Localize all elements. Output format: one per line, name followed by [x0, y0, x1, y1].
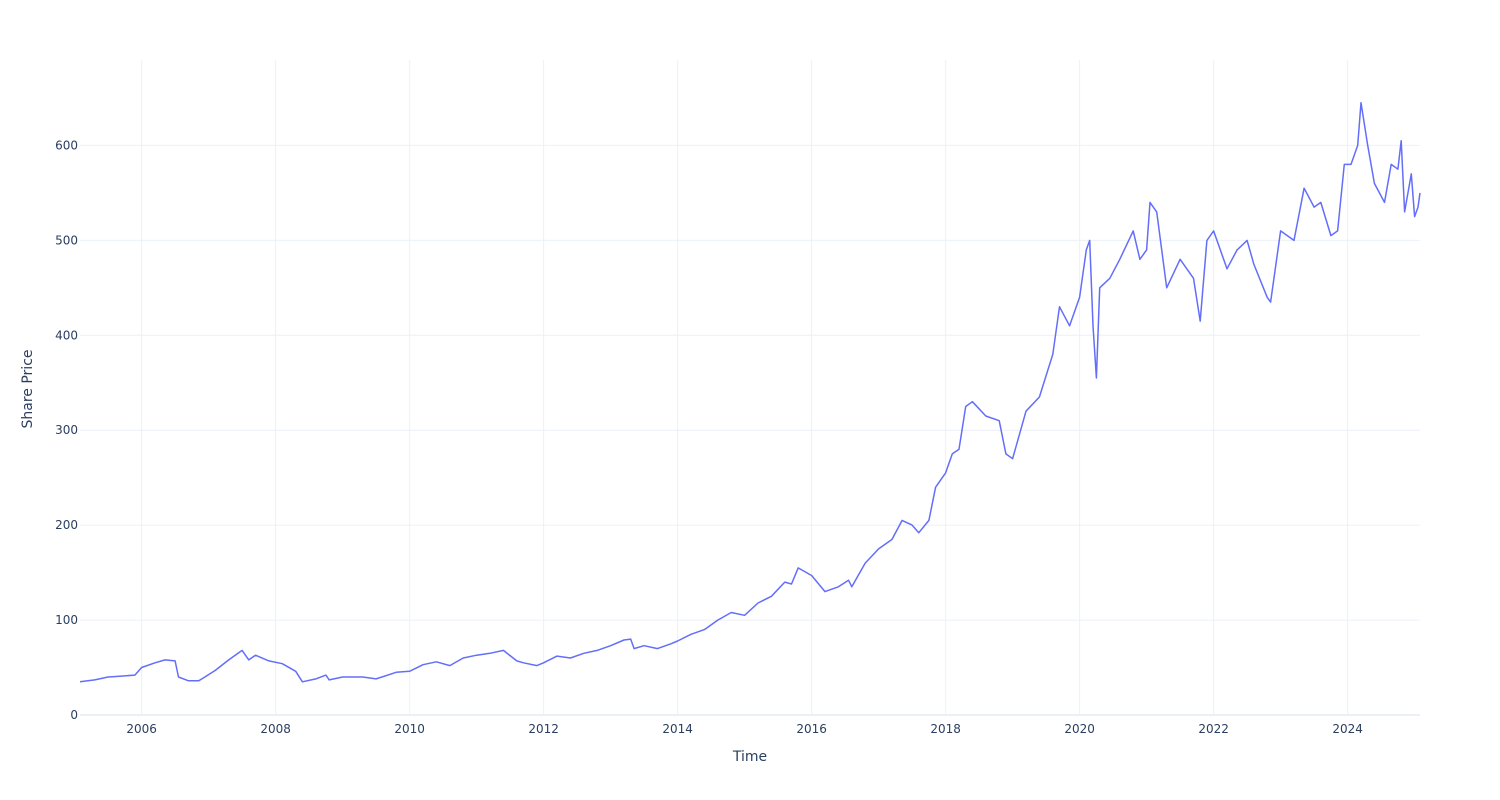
y-axis-title: Share Price — [20, 349, 36, 428]
x-tick-label: 2022 — [1198, 722, 1229, 736]
y-tick-label: 200 — [55, 518, 78, 532]
y-tick-label: 400 — [55, 328, 78, 342]
x-tick-label: 2008 — [260, 722, 291, 736]
y-gridlines — [80, 144, 1420, 716]
x-axis-title: Time — [732, 749, 767, 765]
x-tick-labels: 2006 2008 2010 2012 2014 2016 2018 2020 2022 2024 — [126, 722, 1363, 736]
y-tick-label: 0 — [70, 708, 78, 722]
series-layer — [79, 101, 1421, 683]
x-tick-label: 2006 — [126, 722, 157, 736]
series-line-0 — [79, 101, 1421, 683]
x-tick-label: 2014 — [662, 722, 693, 736]
x-tick-label: 2012 — [528, 722, 559, 736]
y-tick-label: 500 — [55, 233, 78, 247]
x-tick-label: 2020 — [1064, 722, 1095, 736]
x-tick-label: 2024 — [1332, 722, 1363, 736]
x-tick-label: 2010 — [394, 722, 425, 736]
y-tick-labels: 0 100 200 300 400 500 600 — [55, 138, 78, 722]
y-tick-label: 600 — [55, 138, 78, 152]
y-tick-label: 300 — [55, 423, 78, 437]
x-gridlines — [141, 60, 1349, 715]
x-tick-label: 2016 — [796, 722, 827, 736]
x-tick-label: 2018 — [930, 722, 961, 736]
y-tick-label: 100 — [55, 613, 78, 627]
